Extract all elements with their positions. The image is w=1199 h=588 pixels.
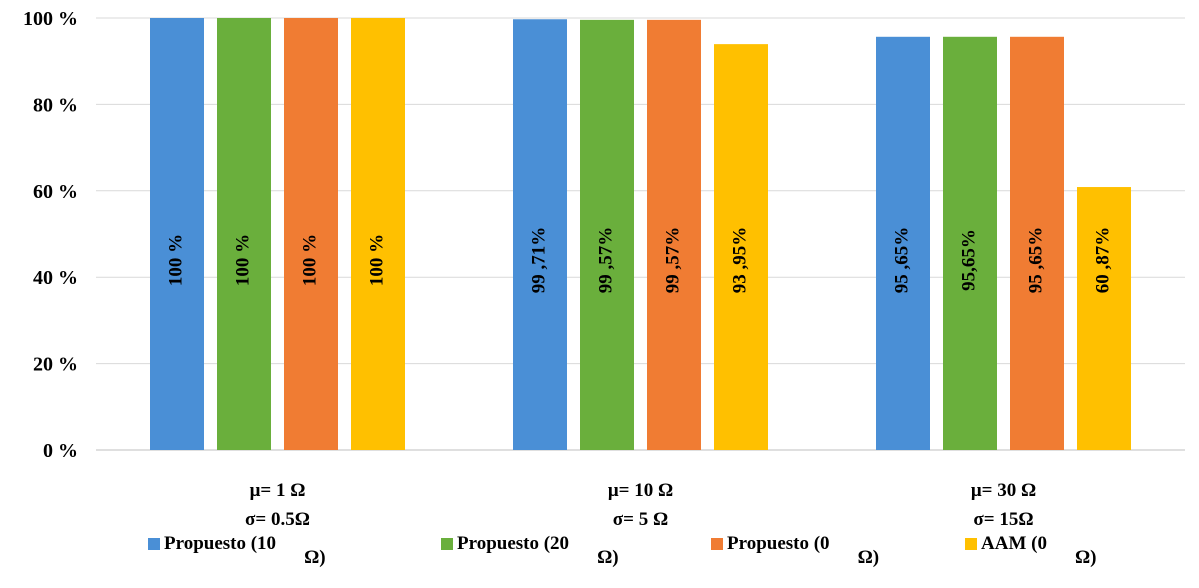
legend-swatch — [965, 538, 977, 550]
bar — [647, 19, 701, 450]
data-label: 100 % — [299, 234, 320, 286]
y-tick-label: 60 % — [33, 181, 78, 203]
legend: Propuesto (10 Ω) Propuesto (20 Ω) Propuesto … — [148, 533, 1165, 573]
data-label: 99 ,57% — [662, 227, 683, 294]
bar — [580, 19, 634, 450]
category-label-sigma: σ= 15Ω — [973, 509, 1033, 530]
data-label: 60 ,87% — [1092, 227, 1113, 294]
data-label: 100 % — [232, 234, 253, 286]
bar — [284, 18, 338, 450]
y-tick-label: 100 % — [23, 8, 78, 30]
data-label: 99 ,71% — [528, 227, 549, 294]
legend-label: Propuesto (10 — [164, 533, 277, 554]
data-label: 100 % — [366, 234, 387, 286]
bar — [150, 18, 204, 450]
data-label: 95 ,65% — [891, 227, 912, 294]
y-tick-label: 80 % — [33, 94, 78, 116]
category-label-sigma: σ= 5 Ω — [613, 509, 668, 530]
legend-unit: Ω) — [857, 547, 880, 568]
bar — [1010, 36, 1064, 451]
bar — [876, 36, 930, 451]
y-axis: 0 % 20 % 40 % 60 % 80 % 100 % — [23, 8, 78, 462]
legend-unit: Ω) — [304, 547, 326, 568]
gridlines — [96, 17, 1185, 451]
legend-unit: Ω) — [597, 547, 619, 568]
bar — [714, 44, 768, 451]
legend-item: Propuesto (20 Ω) — [441, 533, 711, 573]
category-label-mu: μ= 10 Ω — [608, 480, 673, 501]
legend-label: AAM (0 — [981, 533, 1047, 554]
category-label-sigma: σ= 0.5Ω — [245, 509, 310, 530]
legend-unit: Ω) — [1074, 547, 1097, 568]
data-label: 93 ,95% — [729, 227, 750, 294]
y-tick-label: 0 % — [43, 440, 78, 462]
legend-swatch — [711, 538, 723, 550]
bars: 100 % 100 % 100 % 100 % 99 ,71% 99 ,57% 99 ,57… — [150, 18, 1131, 451]
legend-swatch — [148, 538, 160, 550]
data-label: 99 ,57% — [595, 227, 616, 294]
legend-swatch — [441, 538, 453, 550]
legend-label: Propuesto (20 — [457, 533, 570, 554]
legend-item: Propuesto (10 Ω) — [148, 533, 441, 573]
data-label: 95,65% — [958, 229, 979, 291]
y-tick-label: 20 % — [33, 354, 78, 376]
bar — [943, 36, 997, 451]
y-tick-label: 40 % — [33, 267, 78, 289]
bar — [351, 18, 405, 450]
category-label-mu: μ= 30 Ω — [971, 480, 1036, 501]
legend-item: AAM (0 Ω) — [965, 533, 1165, 573]
bar — [217, 18, 271, 450]
data-label: 100 % — [165, 234, 186, 286]
data-label: 95 ,65% — [1025, 227, 1046, 294]
legend-item: Propuesto (0 Ω) — [711, 533, 965, 573]
x-axis: μ= 1 Ω σ= 0.5Ω μ= 10 Ω σ= 5 Ω μ= 30 Ω σ= 15Ω — [245, 480, 1036, 530]
bar — [1077, 187, 1131, 450]
legend-label: Propuesto (0 — [727, 533, 830, 554]
category-label-mu: μ= 1 Ω — [250, 480, 306, 501]
bar — [513, 19, 567, 450]
